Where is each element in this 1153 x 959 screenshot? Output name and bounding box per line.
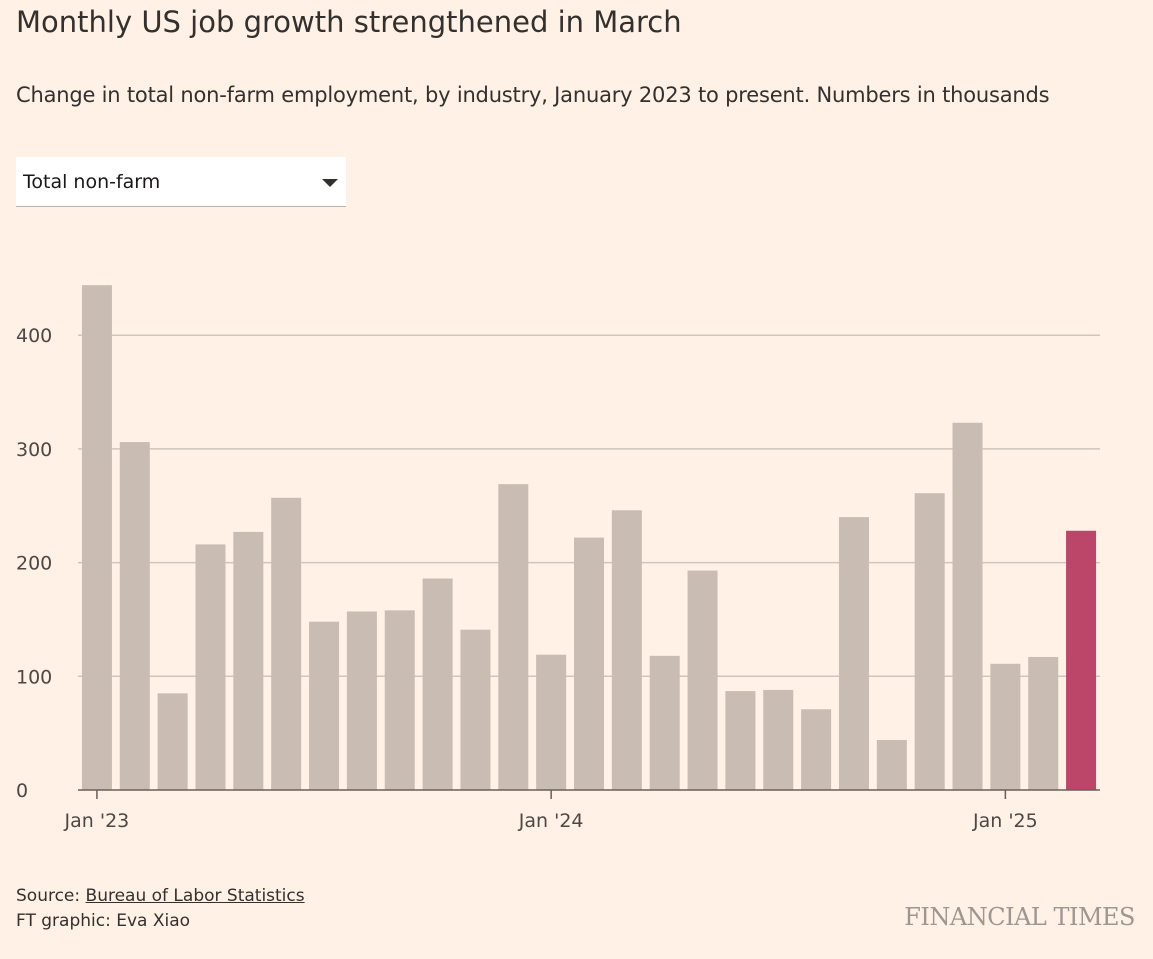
- bar: [157, 693, 188, 790]
- chevron-down-icon[interactable]: [322, 179, 338, 187]
- bar: [498, 484, 529, 790]
- bar: [1028, 656, 1059, 790]
- bar-highlighted: [1066, 530, 1097, 790]
- bar: [422, 578, 453, 790]
- bar: [649, 655, 680, 790]
- bar: [838, 517, 869, 790]
- bar: [460, 629, 491, 790]
- x-tick-label: Jan '24: [518, 810, 584, 832]
- bar: [81, 285, 112, 790]
- bar: [876, 739, 907, 790]
- industry-selector-value: Total non-farm: [23, 171, 161, 193]
- bar: [611, 510, 642, 790]
- bar: [536, 654, 567, 790]
- source-prefix: Source:: [16, 886, 86, 906]
- y-tick-label: 300: [16, 439, 52, 461]
- bar: [346, 611, 377, 790]
- source-note: Source: Bureau of Labor Statistics: [16, 885, 305, 907]
- bar: [952, 422, 983, 790]
- bar: [309, 621, 340, 790]
- bar: [574, 537, 604, 790]
- y-tick-label: 100: [16, 666, 52, 688]
- graphic-credit: FT graphic: Eva Xiao: [16, 911, 191, 931]
- bar: [725, 691, 756, 790]
- bar: [233, 531, 264, 790]
- bars: [81, 285, 1097, 790]
- bar: [990, 663, 1021, 790]
- bar: [914, 493, 945, 790]
- y-tick-label: 200: [16, 553, 52, 575]
- bar: [763, 689, 794, 790]
- chart-subtitle: Change in total non-farm employment, by …: [16, 83, 1050, 107]
- y-tick-label: 0: [16, 780, 28, 802]
- source-link[interactable]: Bureau of Labor Statistics: [85, 886, 305, 906]
- bar: [384, 610, 415, 790]
- bar: [119, 442, 150, 790]
- x-tick-label: Jan '25: [972, 810, 1038, 832]
- bar-chart: 0 100 200 300 400 Jan '23 Jan '24 Jan '25: [16, 285, 1100, 832]
- chart-title: Monthly US job growth strengthened in Ma…: [16, 5, 682, 39]
- industry-selector[interactable]: Total non-farm: [16, 157, 346, 207]
- y-tick-label: 400: [16, 325, 52, 347]
- x-axis-ticks: Jan '23 Jan '24 Jan '25: [64, 790, 1038, 832]
- bar: [801, 709, 832, 790]
- bar: [271, 497, 302, 790]
- bar: [687, 570, 718, 790]
- x-tick-label: Jan '23: [64, 810, 130, 832]
- y-axis-ticks: 0 100 200 300 400: [16, 325, 52, 802]
- bar: [195, 544, 226, 790]
- ft-logo: FINANCIAL TIMES: [904, 903, 1135, 931]
